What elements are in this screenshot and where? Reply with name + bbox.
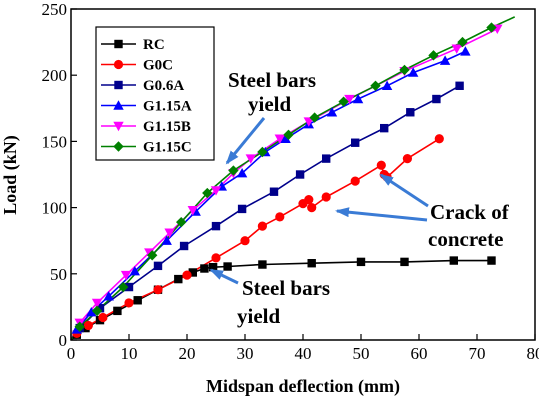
data-point-g1-15a	[440, 55, 450, 64]
data-point-g0c	[240, 236, 249, 245]
data-point-rc	[308, 259, 316, 267]
data-point-rc	[113, 307, 121, 315]
y-tick-label: 200	[42, 66, 68, 85]
annotation-steel-yield-lower-arrow	[211, 270, 238, 283]
annotation-steel-yield-lower-line1: Steel bars	[242, 276, 330, 300]
y-tick-label: 250	[42, 0, 68, 19]
x-tick-label: 60	[411, 344, 428, 363]
legend-label-g1-15c: G1.15C	[143, 140, 192, 156]
legend-marker-g0-6a	[114, 81, 122, 89]
data-point-g0-6a	[351, 139, 359, 147]
legend-label-g0-6a: G0.6A	[143, 78, 184, 94]
data-point-rc	[174, 275, 182, 283]
legend-label-g0c: G0C	[143, 58, 173, 74]
data-point-g1-15b	[452, 45, 462, 54]
y-tick-label: 150	[42, 132, 68, 151]
data-point-g0c	[211, 253, 220, 262]
x-tick-label: 10	[121, 344, 138, 363]
data-point-g0c	[322, 192, 331, 201]
data-point-g0-6a	[238, 205, 246, 213]
data-point-g1-15a	[327, 107, 337, 116]
annotation-steel-yield-upper-line1: Steel bars	[228, 68, 316, 92]
data-point-g0-6a	[406, 108, 414, 116]
annotation-crack-arrow-lower	[337, 211, 427, 220]
y-axis-title: Load (kN)	[0, 135, 21, 215]
data-point-g0c	[98, 313, 107, 322]
data-point-g0-6a	[322, 154, 330, 162]
data-point-g0-6a	[296, 170, 304, 178]
y-tick-label: 50	[50, 265, 67, 284]
data-point-g0c	[351, 177, 360, 186]
x-tick-label: 50	[353, 344, 370, 363]
y-tick-label: 100	[42, 199, 68, 218]
data-point-g0c	[275, 212, 284, 221]
data-point-g0c	[435, 134, 444, 143]
data-point-g0c	[304, 195, 313, 204]
x-tick-label: 70	[469, 344, 486, 363]
x-axis-title: Midspan deflection (mm)	[206, 376, 400, 397]
data-point-rc	[357, 258, 365, 266]
data-point-rc	[258, 260, 266, 268]
data-point-g0-6a	[154, 262, 162, 270]
data-point-g0c	[258, 222, 267, 231]
data-point-rc	[134, 296, 142, 304]
data-point-rc	[450, 256, 458, 264]
legend: RC G0C G0.6A G1.15A G1.15B G1.15C	[96, 27, 214, 160]
data-point-g0-6a	[212, 222, 220, 230]
data-point-g1-15a	[460, 46, 470, 55]
data-point-g0-6a	[455, 82, 463, 90]
data-point-g0-6a	[380, 124, 388, 132]
data-point-g1-15c	[428, 50, 438, 60]
x-tick-label: 20	[179, 344, 196, 363]
annotation-steel-yield-lower-line2: yield	[237, 304, 280, 328]
x-tick-label: 30	[237, 344, 254, 363]
legend-label-g1-15a: G1.15A	[143, 99, 192, 115]
x-tick-label: 0	[67, 344, 76, 363]
data-point-g0-6a	[432, 95, 440, 103]
data-point-rc	[200, 264, 208, 272]
data-point-g1-15a	[353, 94, 363, 103]
legend-label-rc: RC	[143, 37, 165, 53]
annotation-crack-line1: Crack of	[430, 200, 510, 224]
data-point-g0c	[153, 285, 162, 294]
data-point-g1-15c	[486, 22, 496, 32]
data-point-g0c	[124, 298, 133, 307]
legend-marker-rc	[114, 40, 122, 48]
x-tick-label: 80	[527, 344, 539, 363]
annotation-crack-line2: concrete	[428, 227, 503, 251]
annotation-steel-yield-upper-arrow	[227, 118, 264, 163]
data-point-g0c	[403, 154, 412, 163]
annotation-steel-yield-upper-line2: yield	[248, 92, 291, 116]
data-point-rc	[487, 256, 495, 264]
annotation-crack-arrow-upper	[381, 175, 428, 206]
data-point-g0-6a	[270, 188, 278, 196]
data-point-rc	[223, 262, 231, 270]
legend-marker-g0c	[114, 60, 123, 69]
y-tick-label: 0	[59, 331, 68, 350]
data-point-g0c	[84, 321, 93, 330]
annotation-steel-yield-lower: Steel bars yield	[211, 270, 330, 328]
annotation-crack-of-concrete: Crack of concrete	[337, 175, 510, 251]
data-point-g0c	[307, 203, 316, 212]
legend-label-g1-15b: G1.15B	[143, 119, 191, 135]
data-point-g0c	[182, 271, 191, 280]
data-point-g0c	[377, 161, 386, 170]
x-tick-label: 40	[295, 344, 312, 363]
data-point-rc	[400, 258, 408, 266]
data-point-g0-6a	[180, 242, 188, 250]
